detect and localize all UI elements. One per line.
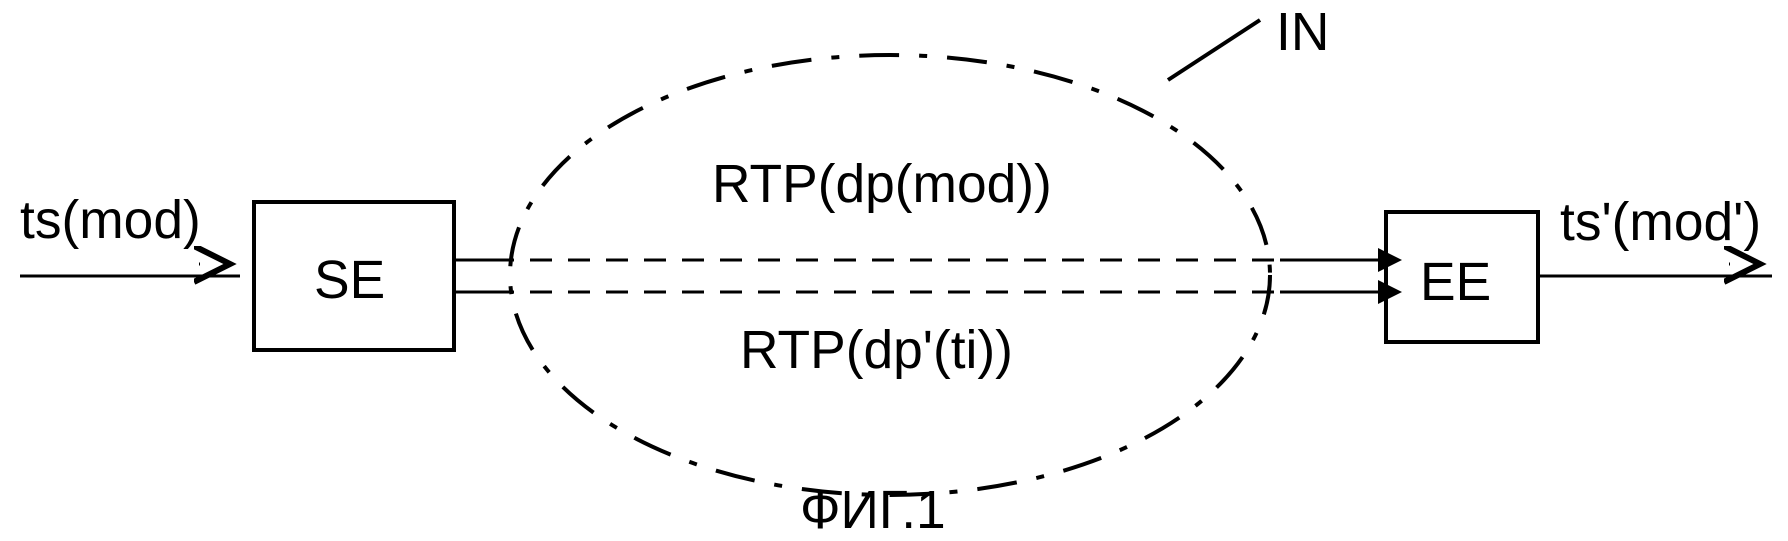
rtp-bottom-label: RTP(dp'(ti)) — [740, 320, 1013, 381]
figure-label: ФИГ.1 — [800, 480, 946, 541]
network-cloud — [510, 55, 1270, 495]
in-label: IN — [1276, 2, 1329, 63]
se-label: SE — [314, 250, 385, 311]
ts-in-label: ts(mod) — [20, 190, 201, 251]
in-leader-line — [1168, 20, 1260, 80]
ee-label: EE — [1420, 252, 1491, 313]
ts-out-label: ts'(mod') — [1560, 192, 1761, 253]
rtp-top-label: RTP(dp(mod)) — [712, 154, 1052, 215]
